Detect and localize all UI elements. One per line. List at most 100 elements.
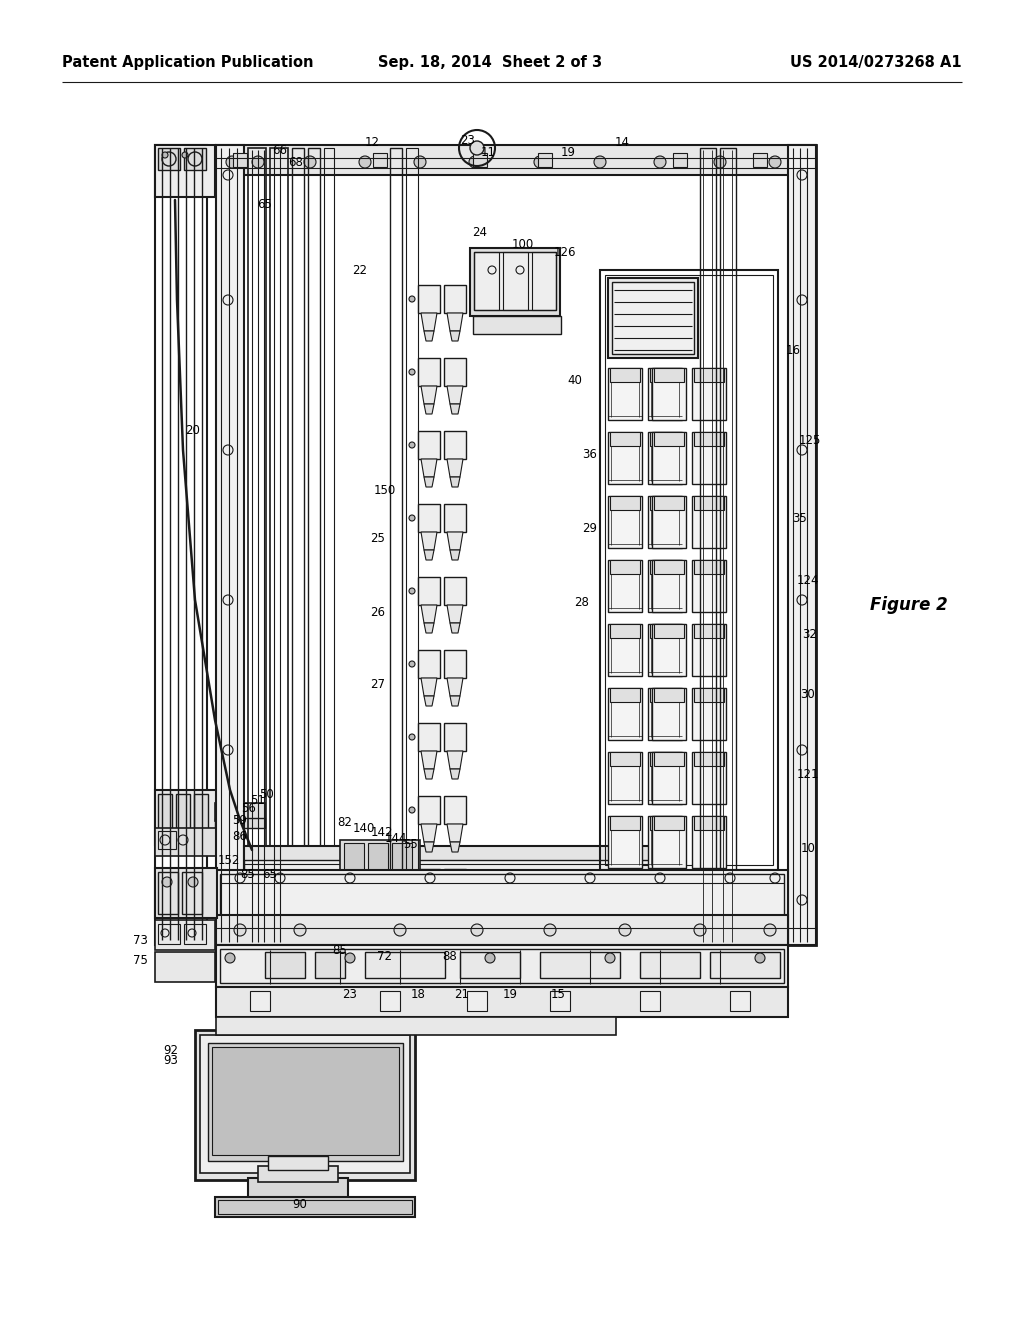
Bar xyxy=(650,368,680,381)
Bar xyxy=(392,843,412,871)
Polygon shape xyxy=(424,915,434,925)
Bar xyxy=(610,432,640,446)
Polygon shape xyxy=(421,678,437,696)
Polygon shape xyxy=(447,824,463,842)
Bar xyxy=(216,870,788,945)
Bar xyxy=(195,1030,415,1180)
Text: 66: 66 xyxy=(272,144,288,157)
Bar xyxy=(380,991,400,1011)
Bar xyxy=(155,145,207,945)
Bar xyxy=(406,148,418,948)
Circle shape xyxy=(544,924,556,936)
Bar xyxy=(418,358,440,385)
Bar xyxy=(654,752,684,766)
Bar xyxy=(610,688,640,702)
Bar xyxy=(648,368,682,420)
Bar xyxy=(694,688,724,702)
Polygon shape xyxy=(447,605,463,623)
Polygon shape xyxy=(424,331,434,341)
Bar xyxy=(473,315,561,334)
Bar xyxy=(692,624,726,676)
Bar xyxy=(710,952,780,978)
Bar xyxy=(418,577,440,605)
Text: 32: 32 xyxy=(803,628,817,642)
Polygon shape xyxy=(421,459,437,477)
Bar xyxy=(220,949,784,983)
Polygon shape xyxy=(424,550,434,560)
Bar xyxy=(694,816,724,830)
Bar xyxy=(474,252,499,310)
Circle shape xyxy=(409,587,415,594)
Circle shape xyxy=(485,953,495,964)
Bar xyxy=(730,991,750,1011)
Circle shape xyxy=(182,152,188,158)
Bar xyxy=(650,752,680,766)
Bar xyxy=(176,795,190,840)
Bar xyxy=(470,248,560,315)
Bar xyxy=(444,577,466,605)
Bar xyxy=(652,560,686,612)
Bar xyxy=(418,723,440,751)
Bar xyxy=(610,816,640,830)
Bar xyxy=(216,915,788,945)
Bar xyxy=(270,148,288,948)
Text: 23: 23 xyxy=(461,133,475,147)
Bar xyxy=(418,796,440,824)
Text: 85: 85 xyxy=(241,869,255,882)
Text: Sep. 18, 2014  Sheet 2 of 3: Sep. 18, 2014 Sheet 2 of 3 xyxy=(378,54,602,70)
Bar xyxy=(648,496,682,548)
Bar xyxy=(368,843,388,871)
Bar xyxy=(692,432,726,484)
Bar xyxy=(390,148,402,948)
Bar xyxy=(418,649,440,678)
Bar xyxy=(694,496,724,510)
Text: 50: 50 xyxy=(260,788,274,800)
Bar xyxy=(324,148,334,948)
Bar xyxy=(215,1197,415,1217)
Text: 35: 35 xyxy=(793,511,807,524)
Bar xyxy=(694,624,724,638)
Bar xyxy=(250,991,270,1011)
Text: 100: 100 xyxy=(512,239,535,252)
Bar xyxy=(215,803,265,821)
Bar xyxy=(155,828,217,855)
Bar xyxy=(444,723,466,751)
Circle shape xyxy=(294,924,306,936)
Bar xyxy=(654,560,684,574)
Circle shape xyxy=(471,924,483,936)
Text: 19: 19 xyxy=(560,145,575,158)
Bar xyxy=(650,432,680,446)
Bar xyxy=(158,832,176,849)
Bar xyxy=(200,1035,410,1173)
Text: 150: 150 xyxy=(374,483,396,496)
Polygon shape xyxy=(447,459,463,477)
Bar xyxy=(184,148,206,170)
Circle shape xyxy=(470,141,484,154)
Circle shape xyxy=(534,156,546,168)
Bar xyxy=(648,560,682,612)
Bar xyxy=(652,752,686,804)
Bar xyxy=(608,624,642,676)
Bar xyxy=(474,252,556,310)
Bar xyxy=(292,148,304,948)
Bar xyxy=(444,649,466,678)
Circle shape xyxy=(605,953,615,964)
Bar xyxy=(444,432,466,459)
Bar xyxy=(467,991,487,1011)
Text: 73: 73 xyxy=(132,933,147,946)
Text: 25: 25 xyxy=(371,532,385,544)
Bar xyxy=(640,952,700,978)
Bar xyxy=(652,496,686,548)
Polygon shape xyxy=(421,898,437,915)
Bar xyxy=(692,496,726,548)
Text: 68: 68 xyxy=(289,157,303,169)
Polygon shape xyxy=(450,331,460,341)
Text: 36: 36 xyxy=(583,449,597,462)
Text: 11: 11 xyxy=(480,145,496,158)
Text: 142: 142 xyxy=(371,826,393,840)
Polygon shape xyxy=(450,770,460,779)
Text: 90: 90 xyxy=(293,1199,307,1212)
Polygon shape xyxy=(450,477,460,487)
Bar xyxy=(650,560,680,574)
Text: 56: 56 xyxy=(242,801,256,814)
